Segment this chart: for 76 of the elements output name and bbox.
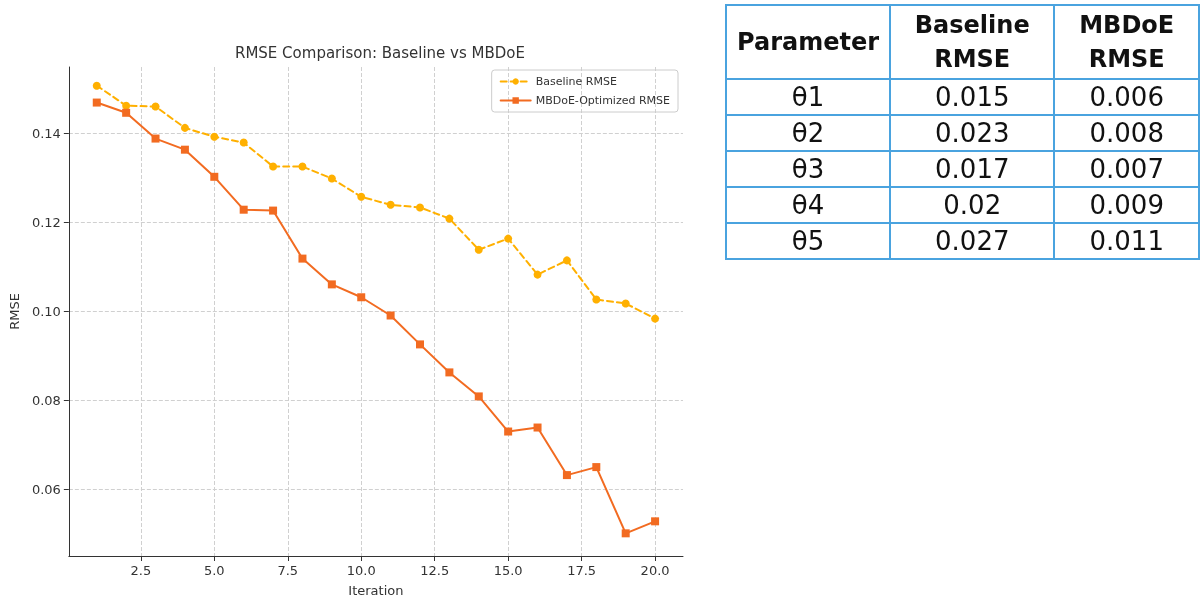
y-axis-title: RMSE [7,293,22,330]
point [474,392,483,401]
legend-label: MBDoE-Optimized RMSE [535,94,671,107]
point [269,162,278,171]
point [416,203,424,212]
point [327,280,336,289]
point [239,205,248,214]
data-label: 0.008 [1054,115,1199,151]
data-label: 0.023 [890,115,1055,151]
point [210,132,219,141]
point [504,234,513,243]
text: MBDoE RMSE [1054,5,1199,79]
point [592,463,601,472]
point [92,98,101,107]
point [122,108,131,117]
point [327,174,336,183]
point [298,162,307,171]
point [386,200,395,209]
x-tick-label: 17.5 [567,563,597,578]
point [180,123,189,132]
point [651,314,660,323]
point [474,245,483,254]
point [562,471,571,480]
category-label: θ1 [726,79,891,115]
point [386,311,395,320]
point [651,517,660,526]
x-tick-label: 2.5 [130,563,152,578]
chart-title: RMSE Comparison: Baseline vs MBDoE [234,43,526,62]
point [357,192,366,201]
point [122,101,131,110]
text: Baseline RMSE [890,5,1055,79]
x-axis-title: Iteration [348,583,404,598]
data-label: 0.011 [1054,223,1199,259]
category-label: θ2 [726,115,891,151]
point [92,81,101,90]
category-label: θ4 [726,187,891,223]
y-tick-label: 0.14 [31,126,61,142]
y-tick-label: 0.08 [31,392,61,408]
data-label: 0.027 [890,223,1055,259]
point [533,270,542,279]
x-tick-label: 7.5 [277,563,299,578]
point [445,368,454,377]
point [445,214,454,223]
point [592,295,601,304]
data-label: 0.02 [890,187,1055,223]
point [562,256,571,265]
x-tick-label: 20.0 [640,563,670,578]
x-tick-label: 5.0 [203,563,225,578]
y-tick-label: 0.10 [31,304,61,319]
point [504,427,513,436]
point [416,340,424,349]
x-tick-label: 15.0 [493,563,523,578]
point [298,254,307,263]
category-label: θ5 [726,223,891,259]
point [621,529,630,538]
point [151,102,160,111]
point [621,299,630,308]
data-label: 0.015 [890,79,1055,115]
point [151,134,160,143]
point [269,206,278,215]
point [239,138,248,147]
legend-label: Baseline RMSE [535,75,617,88]
category-label: θ3 [726,151,891,187]
x-tick-label: 12.5 [420,563,450,578]
text: Parameter [726,5,891,79]
data-label: 0.009 [1054,187,1199,223]
point [210,172,219,181]
x-tick-label: 10.0 [346,563,376,578]
y-tick-label: 0.12 [31,215,61,231]
point [180,145,189,154]
y-tick-label: 0.06 [31,481,61,497]
data-label: 0.006 [1054,79,1199,115]
point [533,423,542,432]
data-label: 0.017 [890,151,1055,187]
data-label: 0.007 [1054,151,1199,187]
point [357,293,366,302]
